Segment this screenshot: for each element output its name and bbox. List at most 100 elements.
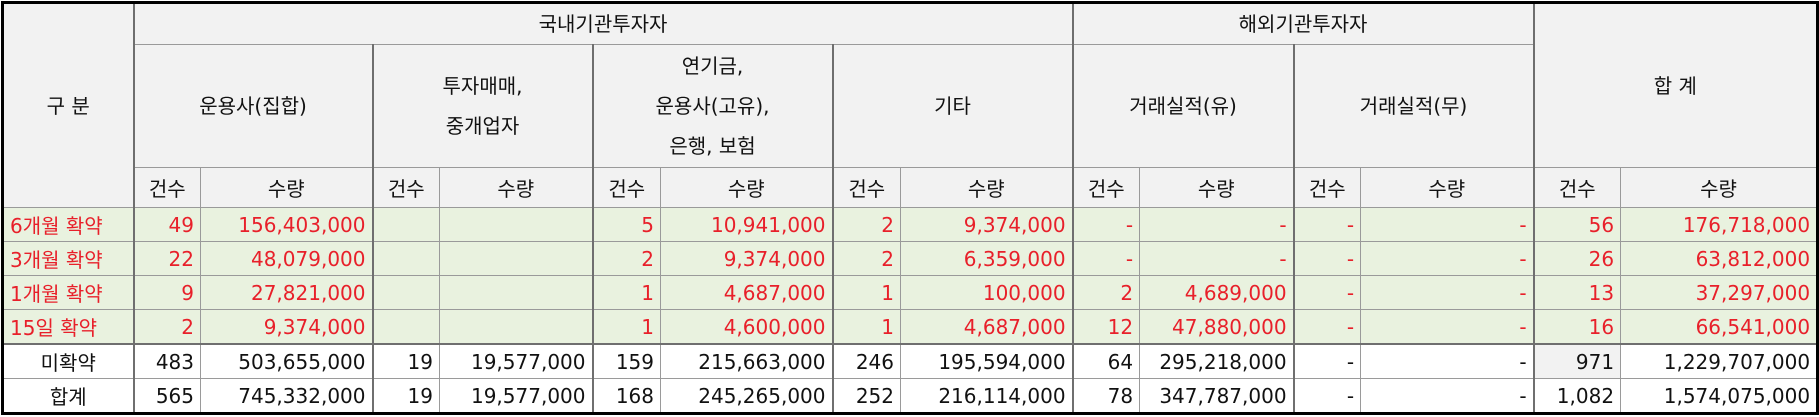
count-cell: - [1292, 378, 1362, 414]
subheader-record-yes: 거래실적(유) [1071, 44, 1295, 168]
count-cell: 1 [591, 275, 661, 310]
count-cell [371, 309, 440, 345]
qty-cell: - [1360, 275, 1535, 310]
qty-cell: 745,332,000 [200, 378, 373, 414]
qty-header: 수량 [899, 167, 1074, 208]
count-cell: 1,082 [1532, 378, 1622, 414]
qty-cell: 4,687,000 [899, 309, 1074, 345]
count-header: 건수 [1071, 167, 1141, 208]
qty-cell: - [1360, 378, 1535, 414]
count-cell: 2 [132, 309, 201, 345]
count-cell: 64 [1071, 343, 1141, 379]
qty-cell [439, 207, 593, 242]
count-cell: 483 [132, 343, 201, 379]
row-label: 미확약 [2, 343, 134, 379]
count-header: 건수 [1292, 167, 1362, 208]
count-cell: - [1071, 241, 1141, 276]
count-header: 건수 [831, 167, 901, 208]
subheader-other: 기타 [831, 44, 1074, 168]
count-cell: 26 [1532, 241, 1622, 276]
qty-cell: 176,718,000 [1620, 207, 1819, 242]
qty-cell: 4,687,000 [660, 275, 833, 310]
qty-cell: 10,941,000 [660, 207, 833, 242]
qty-header: 수량 [200, 167, 373, 208]
row-label: 6개월 확약 [2, 207, 134, 242]
qty-cell: 503,655,000 [200, 343, 373, 379]
row-label: 15일 확약 [2, 309, 134, 345]
qty-cell: 9,374,000 [899, 207, 1074, 242]
qty-cell: 347,787,000 [1139, 378, 1295, 414]
count-cell: 159 [591, 343, 661, 379]
count-cell: 22 [132, 241, 201, 276]
qty-cell: 100,000 [899, 275, 1074, 310]
subheader-dealer: 투자매매, 중개업자 [371, 44, 593, 168]
qty-header: 수량 [1620, 167, 1819, 208]
count-cell: 19 [371, 343, 440, 379]
row-label: 3개월 확약 [2, 241, 134, 276]
qty-cell: 9,374,000 [660, 241, 833, 276]
qty-cell: 48,079,000 [200, 241, 373, 276]
qty-cell: 6,359,000 [899, 241, 1074, 276]
count-cell: - [1071, 207, 1141, 242]
row-label: 1개월 확약 [2, 275, 134, 310]
count-cell: 1 [591, 309, 661, 345]
foreign-investors-header: 해외기관투자자 [1071, 2, 1535, 45]
qty-cell: 63,812,000 [1620, 241, 1819, 276]
count-cell: 12 [1071, 309, 1141, 345]
qty-cell: - [1360, 207, 1535, 242]
count-cell: 2 [1071, 275, 1141, 310]
count-cell: 19 [371, 378, 440, 414]
table-row: 1개월 확약 9 27,821,000 1 4,687,000 1 100,000 2 4,68… [2, 275, 1819, 310]
qty-cell: 156,403,000 [200, 207, 373, 242]
qty-cell: 19,577,000 [439, 378, 593, 414]
qty-cell: 4,600,000 [660, 309, 833, 345]
count-cell: 252 [831, 378, 901, 414]
count-header: 건수 [132, 167, 201, 208]
table-row: 15일 확약 2 9,374,000 1 4,600,000 1 4,687,000 12 47… [2, 309, 1819, 345]
count-cell [371, 207, 440, 242]
category-header: 구 분 [2, 2, 134, 208]
count-cell: 1 [831, 309, 901, 345]
qty-cell: 66,541,000 [1620, 309, 1819, 345]
qty-cell: - [1139, 207, 1295, 242]
count-cell: 565 [132, 378, 201, 414]
count-header: 건수 [371, 167, 440, 208]
count-cell [371, 275, 440, 310]
qty-cell: 37,297,000 [1620, 275, 1819, 310]
count-cell: 56 [1532, 207, 1622, 242]
count-cell: 16 [1532, 309, 1622, 345]
row-label: 합계 [2, 378, 134, 414]
qty-cell: - [1139, 241, 1295, 276]
count-cell: 2 [831, 241, 901, 276]
qty-cell: 4,689,000 [1139, 275, 1295, 310]
count-cell: 9 [132, 275, 201, 310]
count-header: 건수 [1532, 167, 1622, 208]
total-header: 합 계 [1532, 2, 1819, 168]
count-cell: 168 [591, 378, 661, 414]
qty-header: 수량 [1360, 167, 1535, 208]
table-row: 합계 565 745,332,000 19 19,577,000 168 245,265,0… [2, 378, 1819, 414]
count-cell: 971 [1532, 343, 1622, 379]
qty-header: 수량 [1139, 167, 1295, 208]
qty-cell: - [1360, 343, 1535, 379]
subheader-collective: 운용사(집합) [132, 44, 373, 168]
qty-cell [439, 241, 593, 276]
table-row: 미확약 483 503,655,000 19 19,577,000 159 215,663,… [2, 343, 1819, 379]
domestic-investors-header: 국내기관투자자 [132, 2, 1074, 45]
count-cell: - [1292, 343, 1362, 379]
qty-cell [439, 309, 593, 345]
qty-cell: - [1360, 309, 1535, 345]
count-cell: 2 [831, 207, 901, 242]
qty-cell [439, 275, 593, 310]
qty-cell: 195,594,000 [899, 343, 1074, 379]
count-cell: - [1292, 309, 1362, 345]
table-row: 3개월 확약 22 48,079,000 2 9,374,000 2 6,359,000- -… [2, 241, 1819, 276]
count-cell [371, 241, 440, 276]
count-cell: - [1292, 275, 1362, 310]
count-cell: 2 [591, 241, 661, 276]
qty-cell: 1,229,707,000 [1620, 343, 1819, 379]
qty-header: 수량 [439, 167, 593, 208]
count-cell: 5 [591, 207, 661, 242]
count-cell: 246 [831, 343, 901, 379]
